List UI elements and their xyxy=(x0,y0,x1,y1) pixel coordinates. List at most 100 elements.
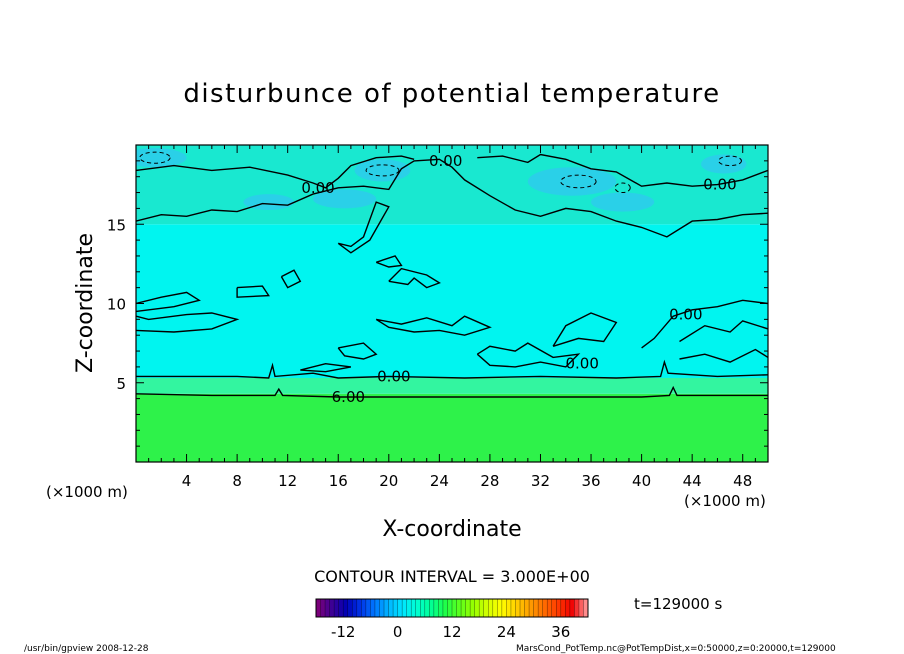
contour-label: 0.00 xyxy=(301,179,334,197)
colorbar-tick-label: 0 xyxy=(393,623,403,641)
contour-label: 0.00 xyxy=(703,176,736,194)
x-tick-label: 12 xyxy=(278,472,297,490)
contour-label: 0.00 xyxy=(669,306,702,324)
colorbar-cell xyxy=(352,599,358,617)
colorbar-cell xyxy=(438,599,444,617)
colorbar-cell xyxy=(474,599,480,617)
contour-label: 6.00 xyxy=(332,388,365,406)
colorbar-cell xyxy=(320,599,326,617)
contour-line xyxy=(679,348,768,363)
negative-contour xyxy=(365,164,400,177)
colorbar-cell xyxy=(529,599,535,617)
field-layer xyxy=(136,377,768,394)
x-tick-label: 28 xyxy=(480,472,499,490)
contour-line xyxy=(679,320,768,343)
x-tick-label: 16 xyxy=(329,472,348,490)
colorbar-cell xyxy=(415,599,421,617)
colorbar-cell xyxy=(429,599,435,617)
contour-line xyxy=(136,158,768,238)
contour-label: 0.00 xyxy=(377,367,410,385)
colorbar-cell xyxy=(520,599,526,617)
x-axis: 4 8 12 16 20 24 28 32 36 40 44 48 xyxy=(148,145,756,490)
colorbar-cell xyxy=(347,599,353,617)
contour-line xyxy=(375,255,403,268)
colorbar-cell xyxy=(356,599,362,617)
chart-title: disturbunce of potential temperature xyxy=(183,79,720,109)
colorbar-cell xyxy=(551,599,557,617)
colorbar-cell xyxy=(583,599,589,617)
cool-pocket xyxy=(312,189,377,209)
negative-contour xyxy=(614,182,631,194)
colorbar-cell xyxy=(338,599,344,617)
colorbar-cell xyxy=(533,599,539,617)
colorbar-cell xyxy=(402,599,408,617)
colorbar-cell xyxy=(542,599,548,617)
colorbar-cell xyxy=(470,599,476,617)
colorbar-cell xyxy=(397,599,403,617)
colorbar-cell xyxy=(452,599,458,617)
colorbar-tick-label: 36 xyxy=(551,623,570,641)
colorbar-cell xyxy=(384,599,390,617)
colorbar-cell xyxy=(325,599,331,617)
negative-contour xyxy=(718,155,742,167)
contour-line xyxy=(388,267,441,289)
time-label: t=129000 s xyxy=(634,595,722,613)
cool-pocket xyxy=(354,159,411,182)
colorbar-cell xyxy=(538,599,544,617)
contour-label: 0.00 xyxy=(565,355,598,373)
footer-right: MarsCond_PotTemp.nc@PotTempDist,x=0:5000… xyxy=(516,644,836,654)
colorbar-tick-label: -12 xyxy=(331,623,356,641)
colorbar-tick-label: 12 xyxy=(442,623,461,641)
colorbar-cell xyxy=(447,599,453,617)
colorbar-cell xyxy=(524,599,530,617)
colorbar-cell xyxy=(497,599,503,617)
contour-interval-label: CONTOUR INTERVAL = 3.000E+00 xyxy=(314,567,590,586)
x-tick-label: 32 xyxy=(531,472,550,490)
colorbar-cell xyxy=(365,599,371,617)
contour-line xyxy=(136,291,201,313)
colorbar-cell xyxy=(343,599,349,617)
colorbar-cell xyxy=(506,599,512,617)
colorbar-cell xyxy=(461,599,467,617)
y-axis: 5 10 15 xyxy=(107,160,768,447)
colorbar-cell xyxy=(556,599,562,617)
colorbar-cell xyxy=(334,599,340,617)
colorbar-cell xyxy=(510,599,516,617)
x-axis-label: X-coordinate xyxy=(382,517,521,542)
field-layer xyxy=(136,224,768,378)
colorbar-cell xyxy=(456,599,462,617)
cool-pocket xyxy=(527,167,617,196)
colorbar-cell xyxy=(569,599,575,617)
colorbar-cell xyxy=(316,599,322,617)
field-layer xyxy=(136,145,768,225)
contour-line xyxy=(375,315,492,336)
colorbar-cell xyxy=(492,599,498,617)
contour-label: 0.00 xyxy=(429,152,462,170)
contour-lines xyxy=(136,151,768,398)
x-unit-right: (×1000 m) xyxy=(684,492,766,510)
cool-pocket xyxy=(701,154,747,174)
colorbar-cell xyxy=(424,599,430,617)
contour-line xyxy=(552,312,618,347)
x-tick-label: 36 xyxy=(581,472,600,490)
footer-left: /usr/bin/gpview 2008-12-28 xyxy=(24,644,149,654)
negative-contour xyxy=(139,151,171,164)
colorbar-cell xyxy=(565,599,571,617)
colorbar-cell xyxy=(329,599,335,617)
contour-labels: 0.00 0.00 0.00 0.00 0.00 0.00 6.00 xyxy=(301,152,736,406)
x-unit-left: (×1000 m) xyxy=(46,483,128,501)
contour-line xyxy=(136,312,240,333)
colorbar-cell xyxy=(442,599,448,617)
x-tick-label: 44 xyxy=(683,472,702,490)
colorbar-cell xyxy=(393,599,399,617)
field-layer xyxy=(136,393,768,462)
colorbar-cell xyxy=(370,599,376,617)
x-tick-label: 20 xyxy=(379,472,398,490)
colorbar-cell xyxy=(406,599,412,617)
contour-line xyxy=(280,269,302,289)
contour-line xyxy=(300,362,352,373)
contour-line xyxy=(136,155,415,189)
colorbar-cell xyxy=(515,599,521,617)
x-tick-label: 4 xyxy=(182,472,192,490)
